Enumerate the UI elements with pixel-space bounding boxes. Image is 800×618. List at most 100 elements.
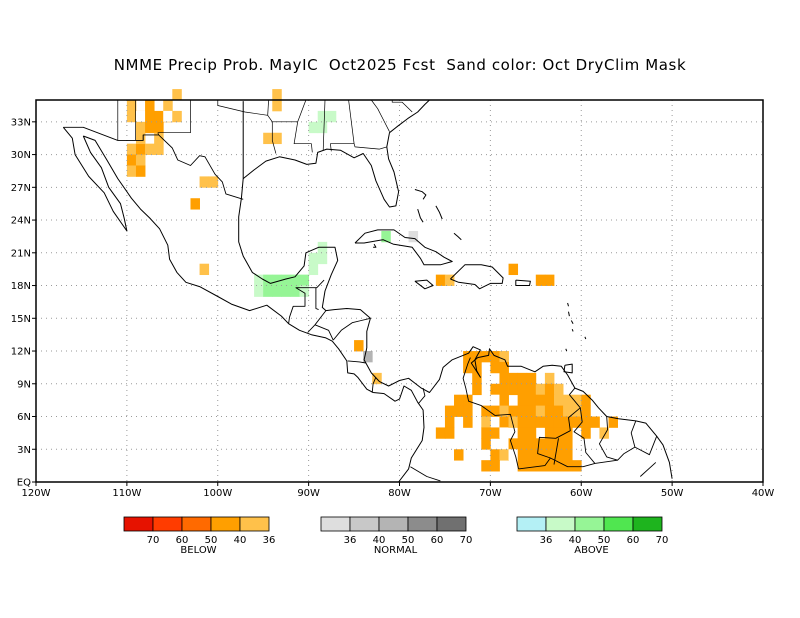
probability-cell (154, 110, 164, 123)
probability-cells-layer (126, 89, 618, 472)
probability-cell (563, 460, 573, 472)
country-border (553, 438, 559, 465)
probability-cell (517, 405, 528, 417)
lat-tick-label: 30N (11, 150, 31, 161)
probability-cell (435, 274, 446, 286)
country-border (314, 324, 334, 341)
probability-cell (526, 383, 537, 396)
lon-tick-label: 120W (22, 488, 51, 499)
coastline (373, 243, 377, 248)
legend-swatch (320, 516, 351, 532)
legend-tick-label: 36 (540, 535, 553, 546)
state-border (353, 143, 387, 150)
coastlines (62, 99, 673, 483)
probability-cell (581, 394, 591, 406)
legend-tick-label: 70 (460, 535, 473, 546)
legend-swatch (239, 516, 270, 532)
country-border (315, 287, 319, 311)
country-border (634, 436, 658, 456)
country-border (307, 310, 327, 333)
probability-cell (463, 416, 473, 428)
probability-cell (526, 460, 537, 472)
probability-cell (172, 110, 182, 123)
probability-cell (145, 143, 155, 155)
probability-cell (254, 274, 264, 286)
probability-cell (563, 405, 573, 417)
coastline (567, 302, 569, 307)
probability-cell (308, 121, 319, 134)
coastline (354, 229, 453, 266)
probability-cell (526, 438, 537, 450)
legend-tick-label: 36 (263, 535, 276, 546)
state-border (322, 99, 326, 151)
probability-cell (572, 394, 582, 406)
state-border (157, 100, 191, 134)
probability-cell (135, 132, 146, 145)
probability-cell (563, 449, 573, 461)
probability-cell (263, 274, 273, 286)
lon-tick-label: 80W (388, 488, 411, 499)
probability-cell (190, 198, 200, 210)
probability-cell (517, 394, 528, 406)
lon-tick-label: 100W (203, 488, 232, 499)
probability-cell (544, 416, 555, 428)
probability-cell (308, 252, 319, 265)
state-border (267, 99, 269, 116)
probability-cell (490, 449, 500, 461)
probability-cell (444, 427, 455, 439)
probability-cell (281, 285, 291, 297)
probability-cell (381, 230, 391, 243)
lat-tick-label: 21N (11, 248, 31, 259)
legend-swatch (349, 516, 380, 532)
legend-swatch (516, 516, 547, 532)
lon-tick-label: 40W (752, 488, 775, 499)
probability-cell (454, 449, 464, 461)
legend-category-label: ABOVE (574, 545, 608, 556)
probability-cell (126, 154, 137, 166)
legend-category-label: NORMAL (374, 545, 418, 556)
probability-cell (517, 416, 528, 428)
probability-cell (272, 285, 282, 297)
country-border (639, 462, 657, 477)
probability-cell (599, 427, 609, 439)
coastline (242, 99, 430, 208)
probability-cell (544, 372, 555, 385)
legend-swatch (152, 516, 183, 532)
probability-cell (553, 405, 564, 417)
probability-cell (572, 405, 582, 417)
probability-cell (508, 405, 519, 417)
country-border (418, 387, 426, 404)
probability-cell (135, 143, 146, 155)
probability-cell (281, 274, 291, 286)
graticule-grid (36, 100, 763, 482)
coastline (584, 336, 587, 340)
legend-category-label: BELOW (180, 545, 216, 556)
country-borders (63, 126, 658, 482)
probability-cell (526, 416, 537, 428)
legend-above: 36 40 50 60 70 ABOVE (516, 516, 668, 556)
probability-cell (499, 372, 509, 385)
probability-cell (444, 416, 455, 428)
probability-cell (145, 121, 155, 134)
country-border (288, 279, 325, 324)
probability-cell (526, 427, 537, 439)
probability-cell (299, 285, 310, 297)
probability-cell (299, 274, 310, 286)
coastline (62, 126, 128, 232)
lon-tick-label: 110W (112, 488, 141, 499)
legend-tick-label: 60 (431, 535, 444, 546)
probability-cell (163, 100, 173, 112)
probability-cell (572, 416, 582, 428)
probability-cell (317, 121, 328, 134)
probability-cell (553, 449, 564, 461)
probability-cell (517, 460, 528, 472)
state-border (293, 121, 313, 153)
dry-climate-mask-cell (508, 449, 518, 461)
probability-cell (472, 383, 482, 396)
legend-normal: 36 40 50 60 70 NORMAL (320, 516, 473, 556)
probability-cell (499, 383, 509, 396)
probability-cell (526, 394, 537, 406)
probability-cell (490, 405, 500, 417)
dry-climate-mask-cell (499, 427, 509, 439)
probability-cell (553, 394, 564, 406)
